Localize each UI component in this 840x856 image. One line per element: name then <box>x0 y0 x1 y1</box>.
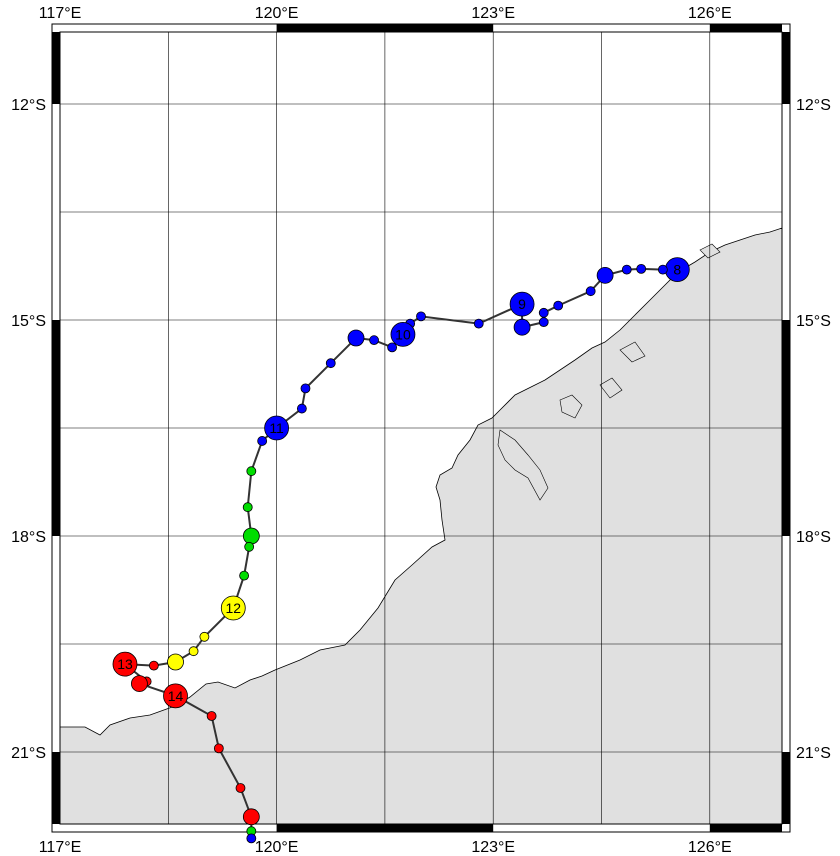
track-point <box>220 595 246 621</box>
track-point <box>296 403 307 414</box>
track-point <box>244 541 255 552</box>
track-point <box>416 311 426 322</box>
lon-tick-label-bottom: 120°E <box>255 839 299 856</box>
track-point <box>300 383 311 394</box>
frame-segment <box>709 824 782 832</box>
track-point <box>213 743 224 754</box>
track-point <box>199 631 210 642</box>
track-point <box>246 466 257 477</box>
map-frame <box>51 23 791 833</box>
lon-tick-label-top: 126°E <box>688 5 732 22</box>
track-day-label: 9 <box>518 296 526 312</box>
track-point <box>390 321 416 347</box>
track-point <box>163 683 188 709</box>
lat-tick-label-left: 12°S <box>11 97 46 114</box>
lon-tick-label-top: 117°E <box>39 5 82 22</box>
lat-tick-label-right: 15°S <box>796 313 831 330</box>
track-day-label: 12 <box>225 600 241 616</box>
lat-tick-label-left: 15°S <box>11 313 46 330</box>
lat-tick-label-right: 18°S <box>796 529 831 546</box>
frame-segment <box>782 32 790 104</box>
lon-tick-label-top: 123°E <box>471 5 515 22</box>
track-point <box>325 358 336 369</box>
track-point <box>167 653 184 671</box>
track-day-label: 13 <box>117 656 133 672</box>
track-point <box>636 263 647 274</box>
track-point <box>621 264 632 275</box>
track-point <box>239 570 250 581</box>
track-point <box>148 660 159 671</box>
track-point <box>264 415 290 441</box>
lon-tick-label-bottom: 126°E <box>688 839 732 856</box>
axis-tick-labels: 117°E 117°E 120°E 120°E 123°E 123°E 126°E 126°E… <box>11 5 831 856</box>
frame-segment <box>709 24 782 32</box>
track-day-label: 10 <box>395 326 411 342</box>
track-point <box>242 502 253 513</box>
track-point <box>657 264 668 275</box>
track-point <box>553 300 564 311</box>
cyclone-track-points: 8 9 10 11 12 13 14 <box>112 257 690 844</box>
track-point <box>242 808 260 826</box>
track-point <box>538 307 549 318</box>
track-day-label: 11 <box>269 420 284 436</box>
track-point <box>257 436 268 446</box>
track-point <box>242 527 260 545</box>
lat-tick-label-left: 18°S <box>11 529 46 546</box>
lat-tick-label-right: 21°S <box>796 745 831 762</box>
track-point <box>235 783 246 793</box>
coastline-islands <box>497 243 721 501</box>
track-point <box>387 342 398 353</box>
track-day-label: 8 <box>673 262 681 278</box>
track-point <box>206 711 217 721</box>
lon-tick-label-top: 120°E <box>255 5 299 22</box>
track-point <box>188 646 199 657</box>
track-point <box>538 317 549 328</box>
track-point <box>246 833 257 844</box>
track-point <box>585 286 596 297</box>
frame-segment <box>52 32 60 104</box>
frame-segment <box>276 824 494 832</box>
track-point <box>347 329 365 347</box>
lon-tick-label-bottom: 123°E <box>471 839 515 856</box>
track-point <box>131 675 148 692</box>
lon-tick-label-bottom: 117°E <box>39 839 82 856</box>
track-point <box>509 291 535 317</box>
track-point <box>473 318 484 329</box>
frame-segment <box>782 752 790 824</box>
lat-tick-label-left: 21°S <box>11 745 46 762</box>
track-point <box>513 318 531 336</box>
frame-segment <box>52 752 60 824</box>
track-point <box>596 266 614 284</box>
frame-segment <box>52 320 60 536</box>
track-point <box>112 651 138 677</box>
track-day-label: 14 <box>168 688 184 704</box>
frame-segment <box>782 320 790 536</box>
frame-segment <box>276 24 494 32</box>
lat-tick-label-right: 12°S <box>796 97 831 114</box>
track-point <box>369 335 379 346</box>
